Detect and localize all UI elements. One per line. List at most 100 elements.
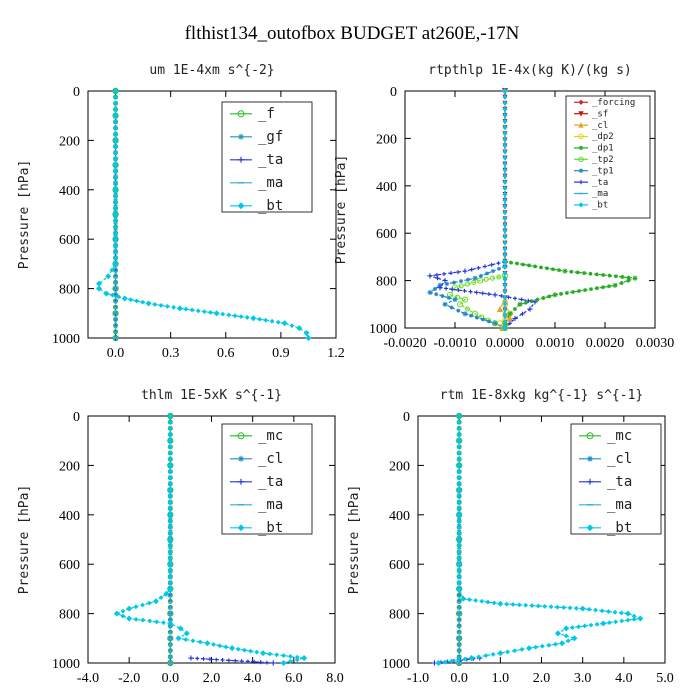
data-point (619, 618, 625, 624)
data-point (112, 186, 119, 193)
data-point (442, 659, 448, 665)
data-point (468, 289, 473, 294)
data-point (496, 261, 501, 266)
data-point (502, 137, 508, 143)
data-point (112, 87, 119, 95)
data-point (502, 276, 508, 282)
chart-panel: rtm 1E-8xkg kg^{-1} s^{-1} Pressure [hPa]… (347, 388, 674, 686)
data-point (588, 622, 594, 628)
data-point (456, 425, 462, 431)
x-tick-label: 0.0020 (586, 336, 625, 351)
data-point (502, 112, 508, 118)
data-point (502, 185, 508, 191)
data-point (257, 316, 263, 322)
data-point (167, 487, 174, 494)
data-point (103, 290, 110, 297)
data-point (497, 266, 501, 271)
data-point (264, 660, 269, 665)
data-point (546, 642, 552, 648)
data-point (167, 574, 173, 579)
data-point (472, 275, 478, 281)
legend-swatch-marker (238, 156, 244, 163)
legend-label: _cl (258, 451, 283, 467)
y-tick-label: 400 (59, 509, 80, 524)
data-point (456, 518, 462, 524)
data-point (147, 618, 153, 624)
data-point (270, 660, 276, 666)
data-point (248, 648, 254, 654)
legend-label: _gf (258, 129, 283, 145)
data-point (563, 625, 570, 632)
x-tick-label: 3.0 (574, 671, 592, 686)
data-point (120, 613, 126, 619)
data-point (502, 161, 508, 167)
data-point (245, 659, 250, 664)
data-point (512, 648, 518, 654)
data-point (502, 307, 508, 313)
data-point (502, 179, 508, 185)
data-point (509, 260, 513, 265)
series-line (504, 261, 636, 328)
legend-label: _tp2 (592, 155, 614, 165)
data-point (527, 306, 533, 312)
data-point (601, 272, 606, 277)
data-point (456, 444, 462, 450)
data-point (167, 450, 173, 456)
x-tick-label: -0.0020 (383, 336, 426, 351)
data-point (475, 315, 479, 320)
data-point (226, 658, 231, 663)
data-point (461, 296, 469, 303)
data-point (502, 131, 508, 136)
y-tick-label: 400 (376, 180, 397, 195)
data-point (492, 292, 498, 298)
data-point (456, 487, 463, 494)
data-point (452, 296, 458, 303)
x-tick-label: 0.9 (272, 346, 290, 361)
data-point (502, 319, 508, 325)
data-point (502, 258, 508, 264)
data-point (126, 615, 133, 622)
data-point (112, 236, 119, 243)
data-point (226, 312, 232, 318)
data-point (501, 324, 509, 332)
data-point (220, 657, 225, 662)
data-point (456, 567, 462, 573)
data-point (113, 168, 118, 174)
panel-title: thlm 1E-5xK s^{-1} (141, 388, 282, 403)
data-point (571, 635, 578, 642)
chart-panel: rtpthlp 1E-4x(kg K)/(kg s) Pressure [hPa]… (334, 63, 674, 351)
data-point (183, 637, 189, 642)
data-point (171, 304, 177, 310)
data-point (211, 642, 216, 647)
legend-swatch-marker (586, 432, 594, 440)
data-point (582, 623, 588, 629)
data-point (280, 659, 287, 667)
y-tick-label: 800 (59, 283, 80, 298)
x-tick-label: 0.0 (450, 671, 468, 686)
y-tick-label: 1000 (52, 332, 80, 347)
data-point (217, 643, 223, 649)
data-point (437, 285, 443, 291)
data-point (516, 602, 522, 608)
data-point (112, 211, 119, 218)
data-point (559, 291, 563, 296)
data-point (427, 273, 433, 279)
data-point (612, 609, 618, 615)
data-point (167, 524, 173, 530)
data-point (112, 260, 119, 267)
y-tick-label: 0 (73, 85, 80, 100)
data-point (204, 640, 211, 647)
data-point (113, 193, 118, 199)
data-point (462, 311, 468, 317)
data-point (113, 156, 118, 162)
data-point (523, 602, 529, 608)
y-tick-label: 0 (390, 85, 397, 100)
series-bt (435, 412, 644, 667)
data-point (563, 633, 569, 639)
data-point (510, 602, 516, 607)
data-point (613, 274, 618, 279)
data-point (133, 616, 139, 622)
data-point (233, 658, 238, 663)
legend-swatch-marker (578, 202, 584, 208)
data-point (213, 310, 220, 317)
